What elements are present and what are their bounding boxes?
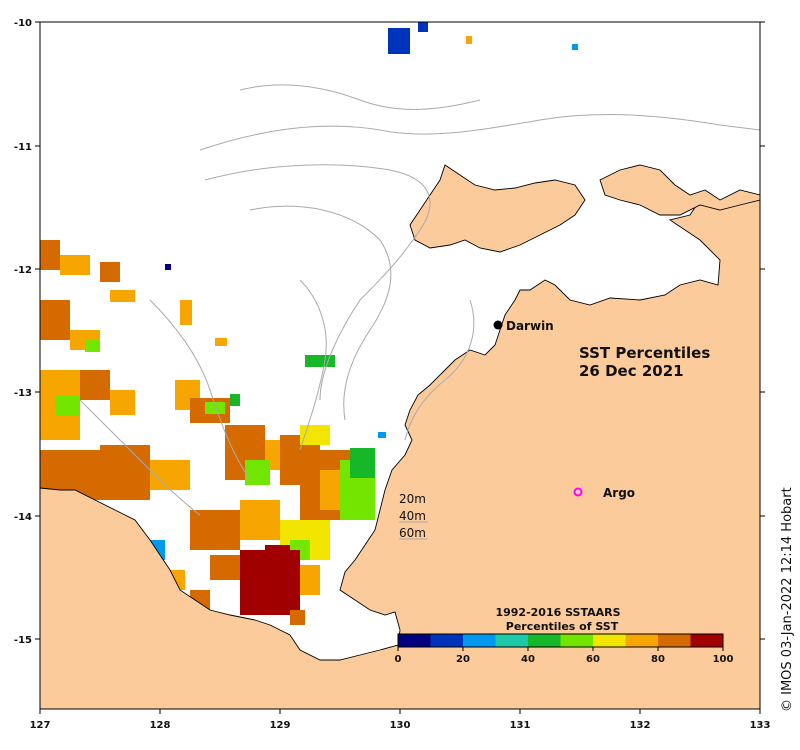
x-tick-label: 129 <box>270 720 291 731</box>
y-tick-label: -10 <box>14 18 32 29</box>
legend-title: 1992-2016 SSTAARS <box>495 606 620 619</box>
x-axis <box>39 709 761 714</box>
legend-tick-label: 40 <box>521 654 535 665</box>
depth-label-40m: 40m <box>399 509 426 523</box>
land-mass <box>40 164 760 709</box>
x-tick-label: 128 <box>150 720 171 731</box>
legend-color-segment <box>398 634 431 647</box>
legend-subtitle: Percentiles of SST <box>506 620 619 633</box>
legend-color-segment <box>528 634 561 647</box>
legend-color-segment <box>495 634 529 647</box>
x-tick-label: 130 <box>390 720 411 731</box>
legend-tick-label: 100 <box>713 654 734 665</box>
x-tick-label: 132 <box>630 720 651 731</box>
y-tick-label: -11 <box>14 142 32 153</box>
map-date: 26 Dec 2021 <box>579 362 684 380</box>
legend-color-segment <box>463 634 496 647</box>
legend-color-segment <box>625 634 659 647</box>
legend-tick-label: 60 <box>586 654 600 665</box>
darwin-marker <box>493 320 503 330</box>
x-tick-label: 133 <box>750 720 771 731</box>
legend-tick-label: 0 <box>395 654 402 665</box>
legend-border <box>397 633 724 648</box>
x-tick-label: 127 <box>30 720 51 731</box>
legend-colorbar <box>397 633 724 651</box>
depth-contours <box>79 84 760 516</box>
legend-tick-label: 80 <box>651 654 665 665</box>
legend-color-segment <box>658 634 691 647</box>
depth-label-60m: 60m <box>399 526 426 540</box>
y-tick-label: -15 <box>14 635 32 646</box>
legend-color-segment <box>690 634 724 647</box>
legend-color-segment <box>430 634 464 647</box>
y-axis <box>35 21 765 640</box>
x-tick-label: 131 <box>510 720 531 731</box>
y-tick-label: -13 <box>14 388 32 399</box>
depth-label-20m: 20m <box>399 492 426 506</box>
y-tick-label: -12 <box>14 265 32 276</box>
y-tick-label: -14 <box>14 512 32 523</box>
argo-label: Argo <box>603 486 635 500</box>
legend-color-segment <box>593 634 626 647</box>
legend-tick-label: 20 <box>456 654 470 665</box>
darwin-label: Darwin <box>506 319 554 333</box>
legend-color-segment <box>560 634 594 647</box>
map-title: SST Percentiles <box>579 344 710 362</box>
credit-text: © IMOS 03-Jan-2022 12:14 Hobart <box>780 487 795 712</box>
argo-marker <box>573 487 583 497</box>
